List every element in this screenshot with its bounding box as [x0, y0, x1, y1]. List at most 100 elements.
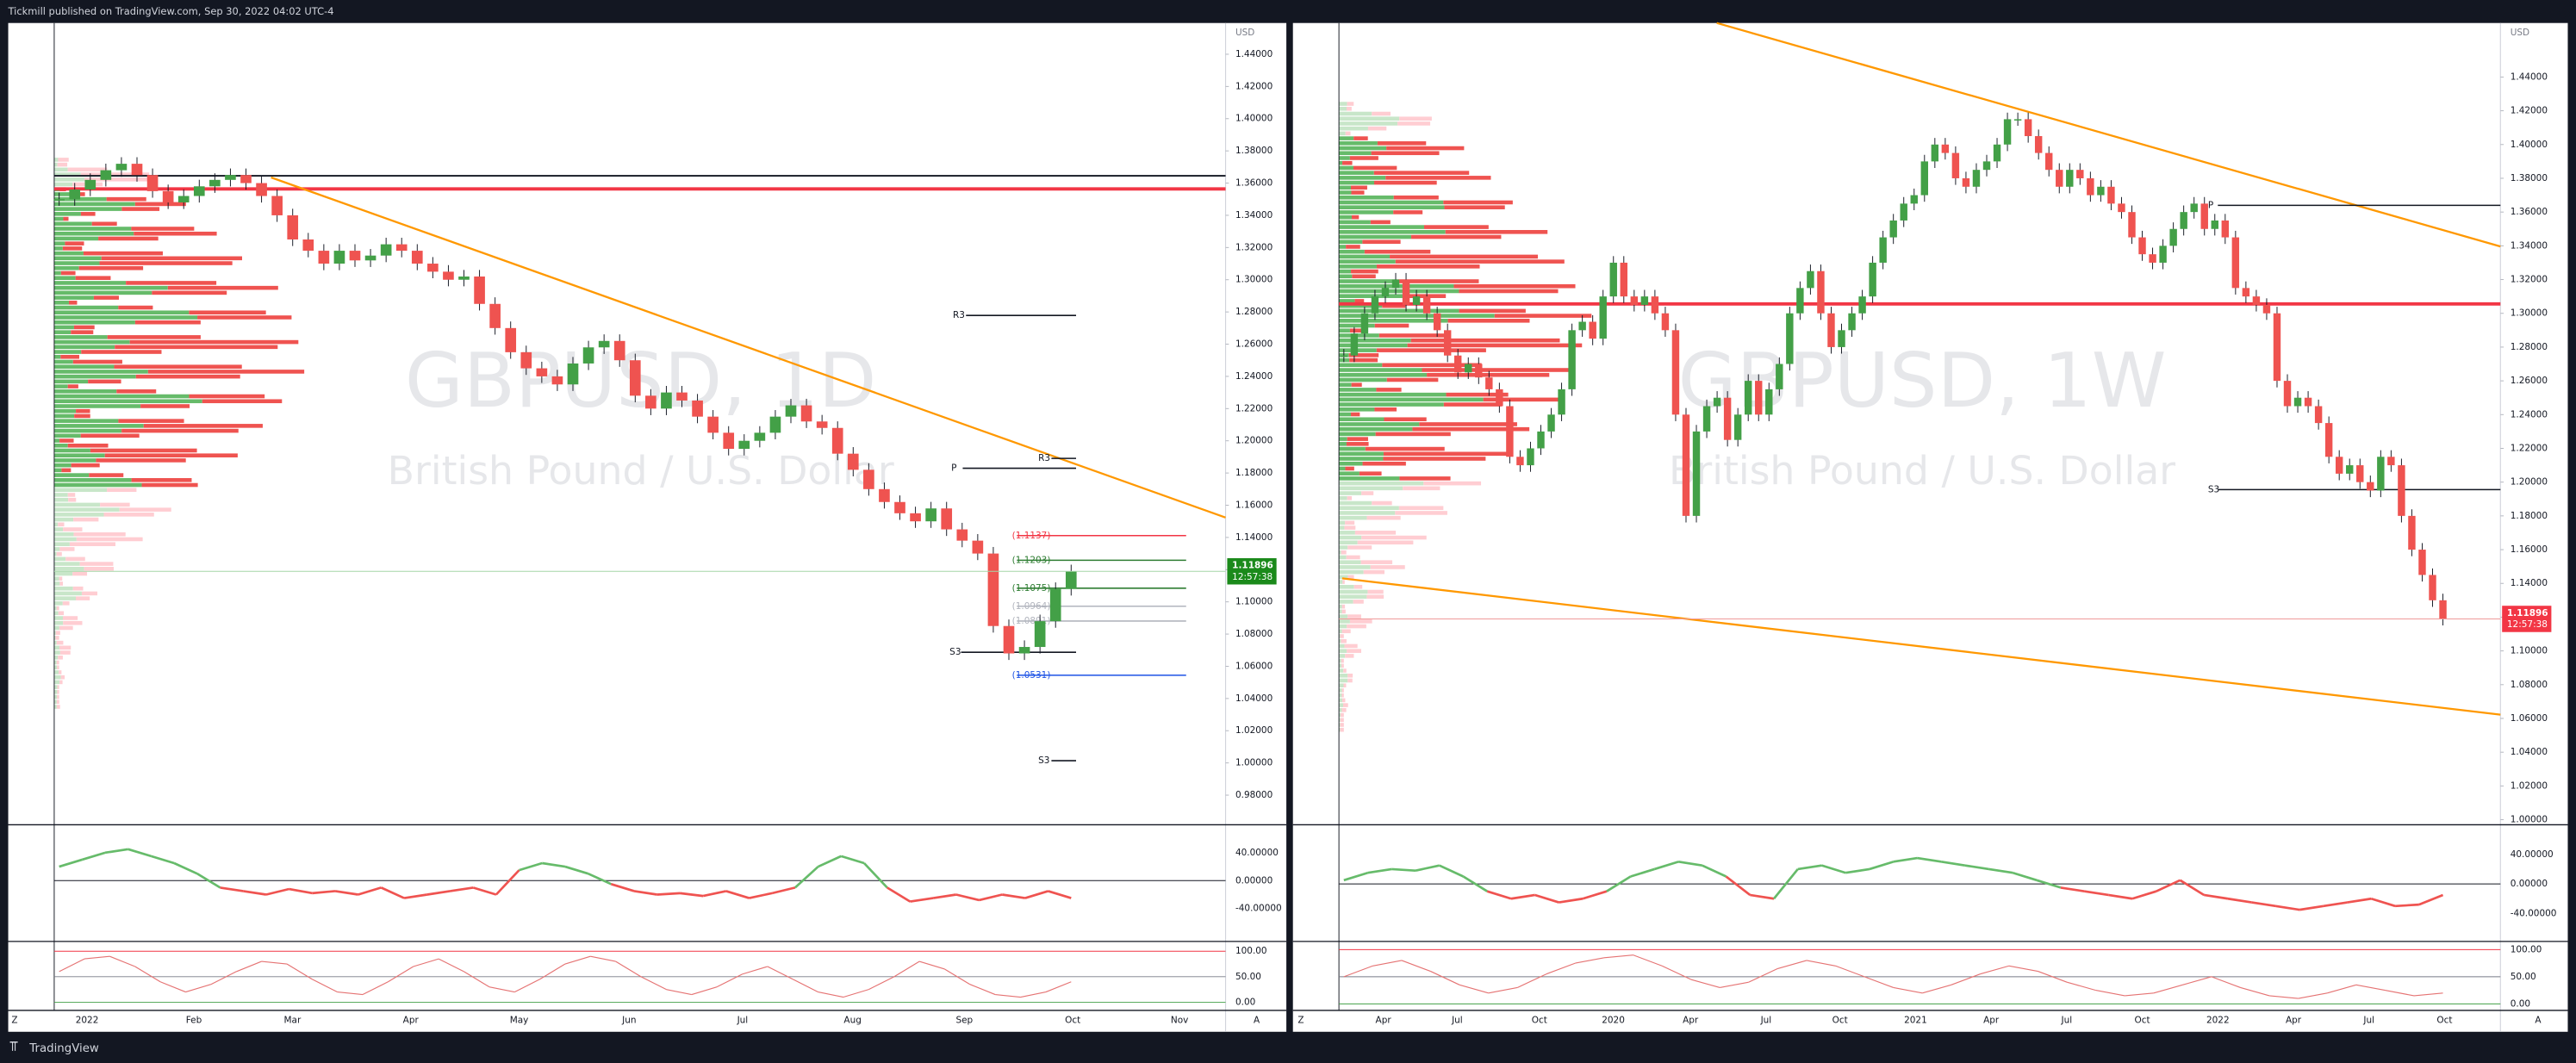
candle — [1475, 364, 1483, 378]
volume-profile-buy — [1339, 481, 1424, 486]
volume-profile-buy — [1339, 126, 1368, 131]
volume-profile-sell — [202, 399, 283, 404]
osc-segment — [1772, 868, 1799, 900]
volume-profile-sell — [1351, 190, 1365, 195]
volume-profile-buy — [53, 265, 79, 270]
volume-profile-sell — [83, 251, 163, 256]
volume-profile-buy — [53, 419, 119, 423]
volume-profile-sell — [1453, 283, 1576, 289]
volume-profile-sell — [1346, 106, 1352, 111]
osc-segment — [749, 892, 773, 899]
stoch-segment — [1835, 965, 1865, 978]
volume-profile-buy — [1339, 249, 1365, 254]
volume-profile-buy — [1339, 299, 1355, 303]
candle — [925, 508, 936, 522]
volume-profile-sell — [62, 616, 78, 620]
volume-profile-buy — [53, 473, 90, 477]
x-tick-label: 2020 — [1602, 1015, 1625, 1025]
osc-segment — [1486, 890, 1512, 900]
volume-profile-buy — [53, 502, 101, 507]
stoch-segment — [1372, 960, 1403, 967]
osc-segment — [2131, 890, 2157, 900]
candle — [645, 395, 656, 409]
candle — [1034, 621, 1046, 648]
currency: USD — [2511, 28, 2529, 38]
candle — [1817, 270, 1825, 314]
stoch-segment — [1777, 960, 1808, 969]
volume-profile-buy — [53, 158, 59, 162]
candle — [1609, 262, 1617, 297]
candle — [131, 164, 143, 176]
chart-label: (1.0531) — [1012, 670, 1051, 681]
stoch-segment — [666, 989, 692, 996]
volume-profile-sell — [1341, 609, 1346, 614]
watermark-description: British Pound / U.S. Dollar — [388, 448, 894, 494]
toolbar-z: Z — [11, 1015, 17, 1025]
volume-profile-buy — [1339, 624, 1347, 629]
osc-segment — [656, 892, 681, 896]
candle — [162, 190, 174, 202]
chart-pane — [1292, 22, 2568, 1032]
candle — [1993, 144, 2001, 162]
candle — [443, 271, 454, 280]
osc-segment — [1653, 861, 1679, 871]
candle — [1516, 457, 1524, 466]
osc-segment — [2179, 879, 2205, 897]
volume-profile-sell — [58, 522, 65, 527]
volume-profile-buy — [53, 227, 132, 231]
volume-profile-sell — [1445, 230, 1548, 234]
candle — [582, 347, 594, 364]
volume-profile-buy — [53, 335, 108, 339]
candle — [676, 392, 688, 401]
stoch-segment — [716, 973, 743, 988]
volume-profile-sell — [1346, 442, 1369, 446]
countdown: 12:57:38 — [1232, 572, 1272, 582]
volume-profile-buy — [1339, 407, 1375, 412]
stoch-segment — [868, 976, 894, 991]
candle — [2231, 237, 2240, 289]
candle — [1692, 431, 1701, 516]
volume-profile-buy — [53, 620, 64, 625]
candle — [1713, 397, 1721, 407]
volume-profile-buy — [1339, 437, 1347, 441]
volume-profile-sell — [1351, 382, 1362, 387]
stoch-segment — [337, 992, 364, 996]
volume-profile-sell — [1374, 323, 1409, 328]
volume-profile-buy — [1339, 654, 1346, 658]
stoch-segment — [210, 971, 237, 985]
volume-profile-sell — [80, 172, 150, 177]
stoch-segment — [2038, 971, 2068, 983]
volume-profile-sell — [72, 359, 122, 364]
osc-segment — [104, 848, 128, 855]
candle — [800, 405, 812, 422]
volume-profile-sell — [1341, 688, 1344, 693]
x-tick-label: Sep — [955, 1015, 973, 1025]
volume-profile-buy — [1339, 402, 1444, 407]
candle — [1547, 414, 1555, 432]
chart-label: (1.1075) — [1012, 583, 1051, 594]
volume-profile-sell — [99, 261, 233, 265]
candle — [1941, 144, 1950, 153]
candle — [458, 276, 470, 280]
brand[interactable]: TradingView — [28, 1042, 99, 1055]
osc-segment — [2084, 890, 2109, 897]
x-tick-label: 2022 — [76, 1015, 99, 1025]
stoch-segment — [1748, 967, 1778, 983]
watermark-symbol: GBPUSD, 1D — [405, 337, 877, 425]
candle — [2013, 119, 2022, 121]
stoch-segment — [615, 960, 642, 978]
volume-profile-buy — [53, 350, 82, 354]
volume-profile-buy — [53, 468, 62, 473]
volume-profile-buy — [53, 694, 58, 699]
volume-profile-sell — [81, 591, 98, 596]
candle — [1485, 377, 1493, 389]
osc-segment — [702, 890, 727, 898]
stoch-segment — [2240, 986, 2270, 997]
volume-profile-sell — [1353, 600, 1364, 604]
x-tick-label: Feb — [186, 1015, 202, 1025]
volume-profile-sell — [89, 473, 124, 477]
candle — [1589, 321, 1596, 339]
y-tick-label: 1.02000 — [1235, 725, 1272, 736]
stoch-segment — [2066, 981, 2096, 992]
candle — [816, 421, 828, 428]
